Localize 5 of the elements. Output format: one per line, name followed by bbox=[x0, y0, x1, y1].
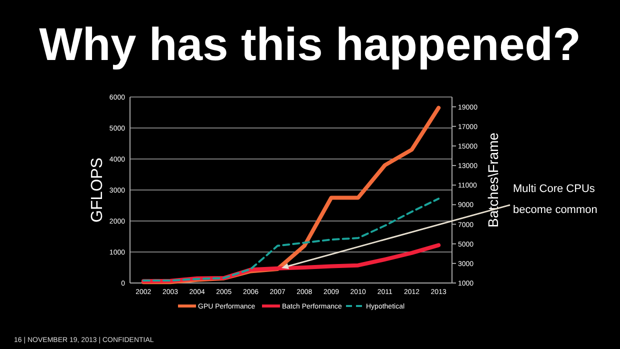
text: Multi Core CPUs become common bbox=[513, 183, 598, 216]
y2-axis-title: Batches\Frame bbox=[485, 132, 501, 228]
chart-title: Why has this happened? bbox=[39, 18, 581, 70]
y-axis-title: GFLOPS bbox=[89, 158, 106, 222]
line-series bbox=[142, 198, 440, 282]
